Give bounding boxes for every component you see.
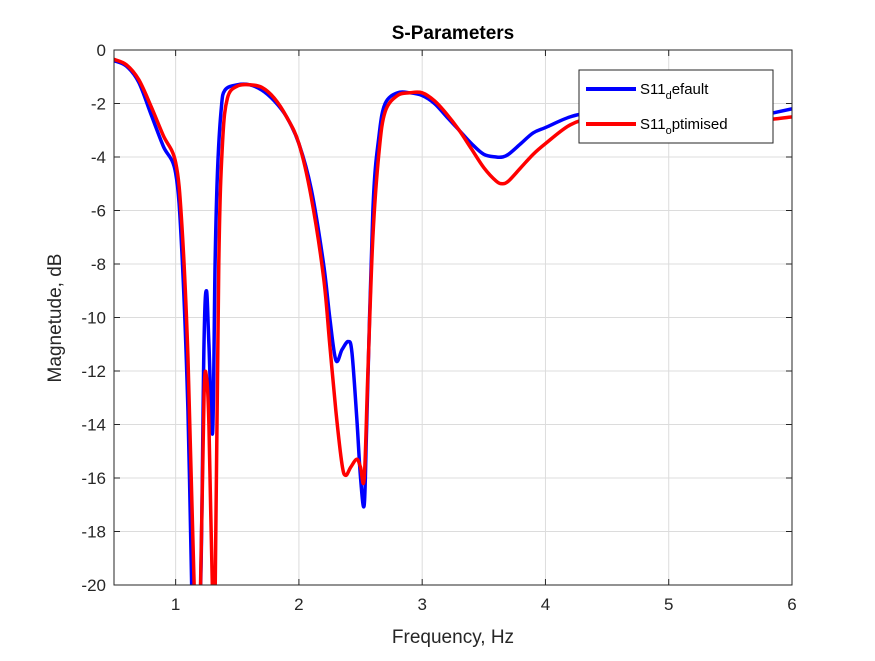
y-tick-label: 0 [97,41,106,60]
chart-title: S-Parameters [392,23,515,44]
y-tick-label: -14 [81,416,106,435]
legend-label-default: S11default [640,81,709,102]
x-tick-label: 6 [787,595,796,614]
y-axis-label: Magnetude, dB [45,254,66,383]
x-axis-label: Frequency, Hz [392,627,514,648]
series-line-0 [114,58,792,585]
y-tick-label: -18 [81,523,106,542]
y-tick-label: -2 [91,95,106,114]
x-tick-label: 2 [294,595,303,614]
y-tick-label: -8 [91,255,106,274]
series-line-1 [114,57,792,585]
y-tick-label: -10 [81,309,106,328]
y-tick-label: -6 [91,202,106,221]
ticks: 1 2 3 4 5 6 0 -2 -4 -6 -8 -10 -12 -14 -16 -18 -20 [81,41,796,614]
y-tick-label: -16 [81,469,106,488]
legend[interactable]: S11default S11optimised [578,69,774,144]
legend-entry-optimised[interactable]: S11optimised [586,116,728,137]
legend-label-optimised: S11optimised [640,116,728,137]
x-tick-label: 4 [541,595,550,614]
x-tick-label: 5 [664,595,673,614]
legend-entry-default[interactable]: S11default [586,81,709,102]
y-tick-label: -12 [81,362,106,381]
y-tick-label: -4 [91,148,106,167]
series-layer [114,57,792,585]
x-tick-label: 3 [417,595,426,614]
y-tick-label: -20 [81,576,106,595]
legend-box [578,69,774,144]
x-tick-label: 1 [171,595,180,614]
